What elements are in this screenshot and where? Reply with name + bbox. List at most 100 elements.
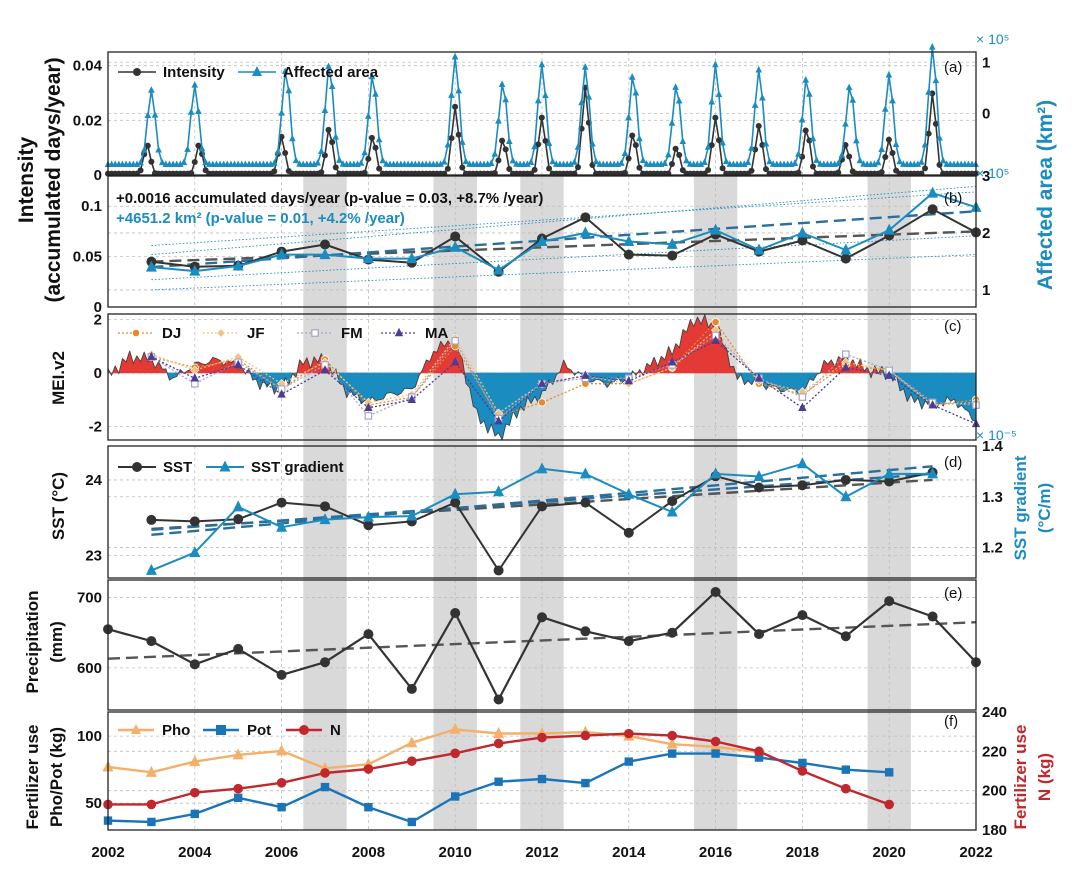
intensity-point (137, 167, 144, 174)
precipitation-point (927, 611, 938, 622)
intensity-point (809, 163, 816, 170)
mei-area-segment (950, 372, 955, 402)
affected-area-point (896, 157, 904, 165)
affected-area-point (874, 158, 882, 166)
mei-ma-point (711, 335, 720, 345)
sst-point (493, 565, 504, 576)
affected-area-point (632, 88, 640, 96)
mei-ma-point (754, 373, 764, 382)
shared-ylabel-line1: Intensity (15, 137, 38, 224)
affected-area-point (936, 134, 943, 141)
intensity-point (459, 164, 466, 171)
intensity-point (715, 137, 722, 144)
affected-area-point (274, 147, 282, 155)
sst-gradient-point (449, 487, 461, 499)
affected-area-annual-point (840, 243, 852, 255)
intensity-point (802, 127, 809, 134)
intensity-point (835, 169, 842, 176)
precipitation-point (754, 629, 764, 640)
affected-area-annual-point (232, 259, 244, 271)
n-point (710, 736, 721, 747)
intensity-point (636, 164, 643, 171)
affected-area-point (834, 159, 842, 167)
y-tick-label: 0.1 (81, 198, 102, 215)
mei-area-segment (411, 372, 416, 390)
pot-point (364, 803, 373, 812)
affected-area-point (748, 144, 755, 151)
pho-point (232, 748, 244, 760)
pot-point (581, 778, 590, 788)
n-point (580, 730, 591, 741)
mei-ma-point (885, 370, 894, 379)
affected-area-point (715, 90, 723, 98)
intensity-point (332, 164, 339, 171)
intensity-point (574, 164, 581, 171)
sst-gradient-point (753, 469, 765, 481)
n-point (537, 732, 547, 743)
affected-area-annual-point (536, 235, 548, 246)
pot-point (798, 758, 807, 768)
affected-area-point (813, 156, 820, 163)
affected-area-point (914, 160, 922, 167)
affected-area-point (708, 97, 716, 105)
mei-ma-point (364, 402, 373, 412)
legend-marker-pho (131, 724, 141, 734)
affected-area-point (379, 156, 387, 164)
mei-fm-line (151, 334, 977, 420)
mei-area-segment (407, 372, 413, 390)
y-tick-label: 600 (77, 660, 102, 677)
intensity-point (762, 166, 769, 173)
y-tick-label: 0 (94, 299, 102, 316)
affected-area-point (285, 86, 293, 94)
mei-area-segment (682, 328, 687, 374)
affected-area-point (448, 91, 455, 98)
sst-point (840, 474, 851, 485)
mei-ma-point (147, 351, 156, 361)
x-tick-label: 2014 (612, 844, 646, 861)
affected-area-point (578, 98, 585, 106)
sst-gradient-point (710, 467, 722, 479)
affected-area-point (679, 137, 687, 145)
sst-point (754, 482, 764, 493)
sst-point (146, 514, 157, 525)
affected-area-point (314, 159, 321, 166)
affected-area-point (809, 134, 817, 142)
intensity-point (668, 161, 675, 168)
legend-label-dj: DJ (162, 325, 181, 342)
n-point (754, 746, 764, 757)
sst-gradient-point (796, 457, 808, 469)
affected-area-annual-point (753, 243, 765, 255)
affected-area-point (137, 158, 144, 166)
affected-area-point (621, 149, 629, 156)
n-point (276, 778, 287, 788)
pot-point (754, 753, 764, 762)
affected-area-point (151, 110, 159, 118)
n-point (320, 768, 330, 778)
intensity-annual-point (667, 250, 678, 261)
y-tick-label: 0.02 (73, 112, 102, 129)
affected-area-point (531, 142, 538, 150)
intensity-point (629, 132, 636, 139)
affected-area-point (802, 76, 810, 83)
legend-marker-intensity (133, 68, 141, 76)
affected-area-point (838, 151, 846, 158)
sst-point (667, 496, 678, 507)
legend-label-jf: JF (247, 325, 265, 342)
intensity-point (932, 120, 939, 127)
mei-ma-point (928, 399, 937, 409)
trend-line (151, 210, 977, 269)
intensity-point (506, 165, 513, 172)
affected-area-point (755, 65, 763, 73)
trend-bound-line (151, 235, 977, 281)
affected-area-point (668, 119, 676, 126)
affected-area-point (878, 145, 885, 153)
y2-tick-label: 2 (982, 225, 990, 242)
pot-point (885, 768, 894, 777)
panel-label-e: (e) (944, 585, 962, 602)
pot-point (624, 757, 633, 766)
affected-area-point (317, 147, 325, 154)
affected-area-point (842, 120, 849, 127)
mei-area-segment (498, 372, 503, 440)
intensity-annual-point (927, 204, 938, 215)
sst-point (276, 497, 287, 508)
